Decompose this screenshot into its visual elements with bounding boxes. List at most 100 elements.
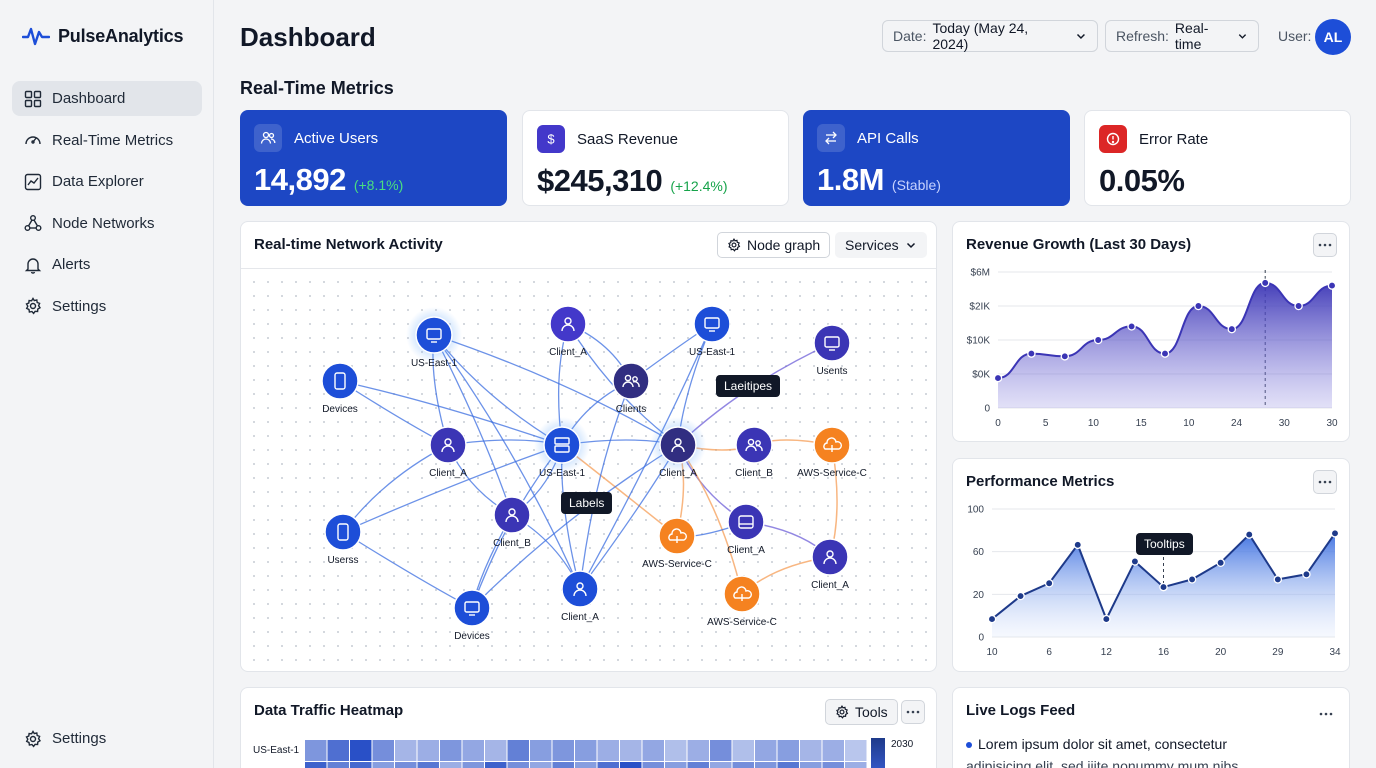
network-node[interactable]: Client_A	[549, 306, 587, 358]
heatmap-cell[interactable]	[778, 762, 800, 768]
data-point[interactable]	[1188, 576, 1195, 583]
data-point[interactable]	[1017, 592, 1024, 599]
network-node[interactable]: Client_A	[561, 571, 599, 623]
network-graph-area[interactable]: US-East-1 Client_A US-East-1 Usents Devices C…	[241, 268, 937, 670]
network-node[interactable]: Devices	[454, 590, 490, 642]
data-point[interactable]	[1095, 336, 1102, 343]
network-node[interactable]: Client_B	[735, 427, 773, 479]
data-point[interactable]	[1328, 282, 1335, 289]
heatmap-cell[interactable]	[575, 740, 597, 761]
data-point[interactable]	[1262, 279, 1269, 286]
heatmap-cell[interactable]	[373, 740, 395, 761]
heatmap-cell[interactable]	[823, 762, 845, 768]
heatmap-cell[interactable]	[395, 762, 417, 768]
heatmap-grid[interactable]	[241, 738, 937, 768]
data-point[interactable]	[1303, 571, 1310, 578]
heatmap-more-button[interactable]	[901, 700, 925, 724]
heatmap-cell[interactable]	[328, 762, 350, 768]
heatmap-cell[interactable]	[665, 762, 687, 768]
network-node[interactable]: Clients	[613, 363, 649, 415]
network-node[interactable]: Client_A	[727, 504, 765, 556]
heatmap-cell[interactable]	[553, 740, 575, 761]
heatmap-cell[interactable]	[418, 762, 440, 768]
sidebar-item-dashboard[interactable]: Dashboard	[12, 81, 202, 116]
heatmap-cell[interactable]	[485, 740, 507, 761]
metric-card-api-calls[interactable]: API Calls 1.8M (Stable)	[803, 110, 1070, 206]
data-point[interactable]	[1161, 350, 1168, 357]
brand[interactable]: PulseAnalytics	[22, 24, 183, 48]
tools-button[interactable]: Tools	[825, 699, 898, 725]
heatmap-cell[interactable]	[463, 762, 485, 768]
network-node[interactable]: Devices	[322, 363, 358, 415]
sidebar-item-node-networks[interactable]: Node Networks	[12, 206, 202, 241]
heatmap-cell[interactable]	[508, 740, 530, 761]
heatmap-cell[interactable]	[620, 740, 642, 761]
network-node[interactable]: Client_A	[429, 427, 467, 479]
log-entry[interactable]: adipisicing elit, sed iiite nonummy mum …	[966, 758, 1238, 768]
heatmap-cell[interactable]	[373, 762, 395, 768]
heatmap-cell[interactable]	[755, 740, 777, 761]
heatmap-cell[interactable]	[755, 762, 777, 768]
node-graph-button[interactable]: Node graph	[717, 232, 830, 258]
data-point[interactable]	[1103, 615, 1110, 622]
data-point[interactable]	[1074, 541, 1081, 548]
sidebar-item-settings[interactable]: Settings	[12, 289, 202, 324]
heatmap-cell[interactable]	[350, 762, 372, 768]
data-point[interactable]	[1028, 350, 1035, 357]
heatmap-cell[interactable]	[485, 762, 507, 768]
heatmap-cell[interactable]	[823, 740, 845, 761]
performance-more-button[interactable]	[1313, 470, 1337, 494]
date-select[interactable]: Date: Today (May 24, 2024)	[882, 20, 1098, 52]
data-point[interactable]	[1128, 323, 1135, 330]
revenue-chart[interactable]: $6M $2IK $10K $0K 00 5 10 15 10 24 30 30	[953, 262, 1349, 442]
sidebar-item-data-explorer[interactable]: Data Explorer	[12, 164, 202, 199]
data-point[interactable]	[1331, 530, 1338, 537]
data-point[interactable]	[988, 615, 995, 622]
sidebar-item-alerts[interactable]: Alerts	[12, 247, 202, 282]
heatmap-cell[interactable]	[620, 762, 642, 768]
refresh-select[interactable]: Refresh: Real-time	[1105, 20, 1259, 52]
network-node[interactable]: US-East-1	[406, 307, 462, 369]
network-node[interactable]: Userss	[325, 514, 361, 566]
data-point[interactable]	[1246, 531, 1253, 538]
heatmap-cell[interactable]	[530, 762, 552, 768]
network-node[interactable]: Client_B	[493, 497, 531, 549]
network-node[interactable]: AWS-Service-C	[797, 427, 867, 479]
heatmap-cell[interactable]	[688, 740, 710, 761]
data-point[interactable]	[1195, 302, 1202, 309]
heatmap-cell[interactable]	[305, 740, 327, 761]
heatmap-cell[interactable]	[463, 740, 485, 761]
heatmap-cell[interactable]	[643, 740, 665, 761]
metric-card-error-rate[interactable]: Error Rate 0.05%	[1084, 110, 1351, 206]
heatmap-cell[interactable]	[845, 740, 867, 761]
heatmap-cell[interactable]	[440, 762, 462, 768]
heatmap-cell[interactable]	[305, 762, 327, 768]
metric-card-active-users[interactable]: Active Users 14,892 (+8.1%)	[240, 110, 507, 206]
heatmap-cell[interactable]	[598, 762, 620, 768]
network-node[interactable]: Client_A	[650, 417, 706, 479]
heatmap-cell[interactable]	[778, 740, 800, 761]
heatmap-cell[interactable]	[598, 740, 620, 761]
performance-chart[interactable]: 100 60 20 010 6 12 16 20 29 34	[953, 499, 1349, 671]
data-point[interactable]	[1046, 580, 1053, 587]
heatmap-cell[interactable]	[800, 740, 822, 761]
heatmap-cell[interactable]	[418, 740, 440, 761]
log-entry[interactable]: Lorem ipsum dolor sit amet, consectetur	[966, 736, 1227, 752]
data-point[interactable]	[1274, 576, 1281, 583]
heatmap-cell[interactable]	[643, 762, 665, 768]
heatmap-cell[interactable]	[800, 762, 822, 768]
sidebar-item-settings-bottom[interactable]: Settings	[12, 721, 202, 756]
heatmap-cell[interactable]	[530, 740, 552, 761]
network-node[interactable]: AWS-Service-C	[707, 576, 777, 628]
sidebar-item-real-time-metrics[interactable]: Real-Time Metrics	[12, 123, 202, 158]
services-select[interactable]: Services	[835, 232, 927, 258]
network-node[interactable]: US-East-1	[689, 306, 736, 358]
data-point[interactable]	[1061, 353, 1068, 360]
avatar[interactable]: AL	[1315, 19, 1351, 55]
metric-card-saas-revenue[interactable]: $ SaaS Revenue $245,310 (+12.4%)	[522, 110, 789, 206]
heatmap-cell[interactable]	[350, 740, 372, 761]
heatmap-cell[interactable]	[665, 740, 687, 761]
heatmap-cell[interactable]	[733, 762, 755, 768]
network-graph[interactable]: US-East-1 Client_A US-East-1 Usents Devices C…	[241, 269, 937, 671]
revenue-more-button[interactable]	[1313, 233, 1337, 257]
